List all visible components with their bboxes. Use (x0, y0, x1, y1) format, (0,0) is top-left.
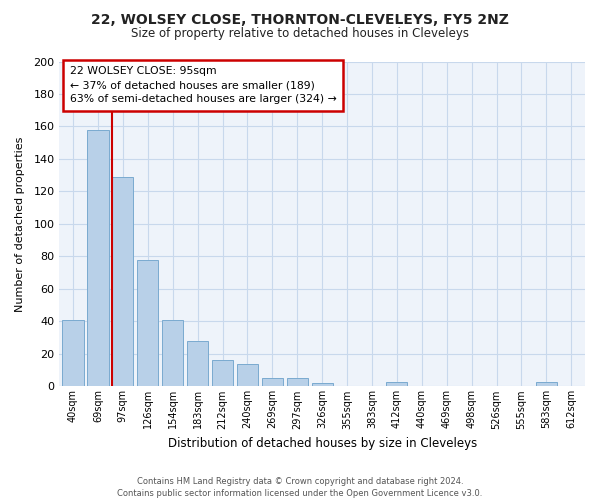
Bar (88, 130, 109, 386)
Text: 22, WOLSEY CLOSE, THORNTON-CLEVELEYS, FY5 2NZ: 22, WOLSEY CLOSE, THORNTON-CLEVELEYS, FY… (91, 12, 509, 26)
Text: Size of property relative to detached houses in Cleveleys: Size of property relative to detached ho… (131, 28, 469, 40)
Bar (287, 378, 308, 386)
Bar (237, 364, 258, 386)
Bar (212, 360, 233, 386)
Bar (536, 382, 557, 386)
Y-axis label: Number of detached properties: Number of detached properties (15, 136, 25, 312)
Bar (137, 260, 158, 386)
Bar (386, 382, 407, 386)
Bar (112, 177, 133, 386)
Bar (62, 320, 83, 386)
X-axis label: Distribution of detached houses by size in Cleveleys: Distribution of detached houses by size … (167, 437, 477, 450)
Bar (162, 320, 183, 386)
Text: Contains HM Land Registry data © Crown copyright and database right 2024.
Contai: Contains HM Land Registry data © Crown c… (118, 476, 482, 498)
Bar (187, 341, 208, 386)
Text: 22 WOLSEY CLOSE: 95sqm
← 37% of detached houses are smaller (189)
63% of semi-de: 22 WOLSEY CLOSE: 95sqm ← 37% of detached… (70, 66, 337, 104)
Bar (311, 383, 333, 386)
Bar (262, 378, 283, 386)
